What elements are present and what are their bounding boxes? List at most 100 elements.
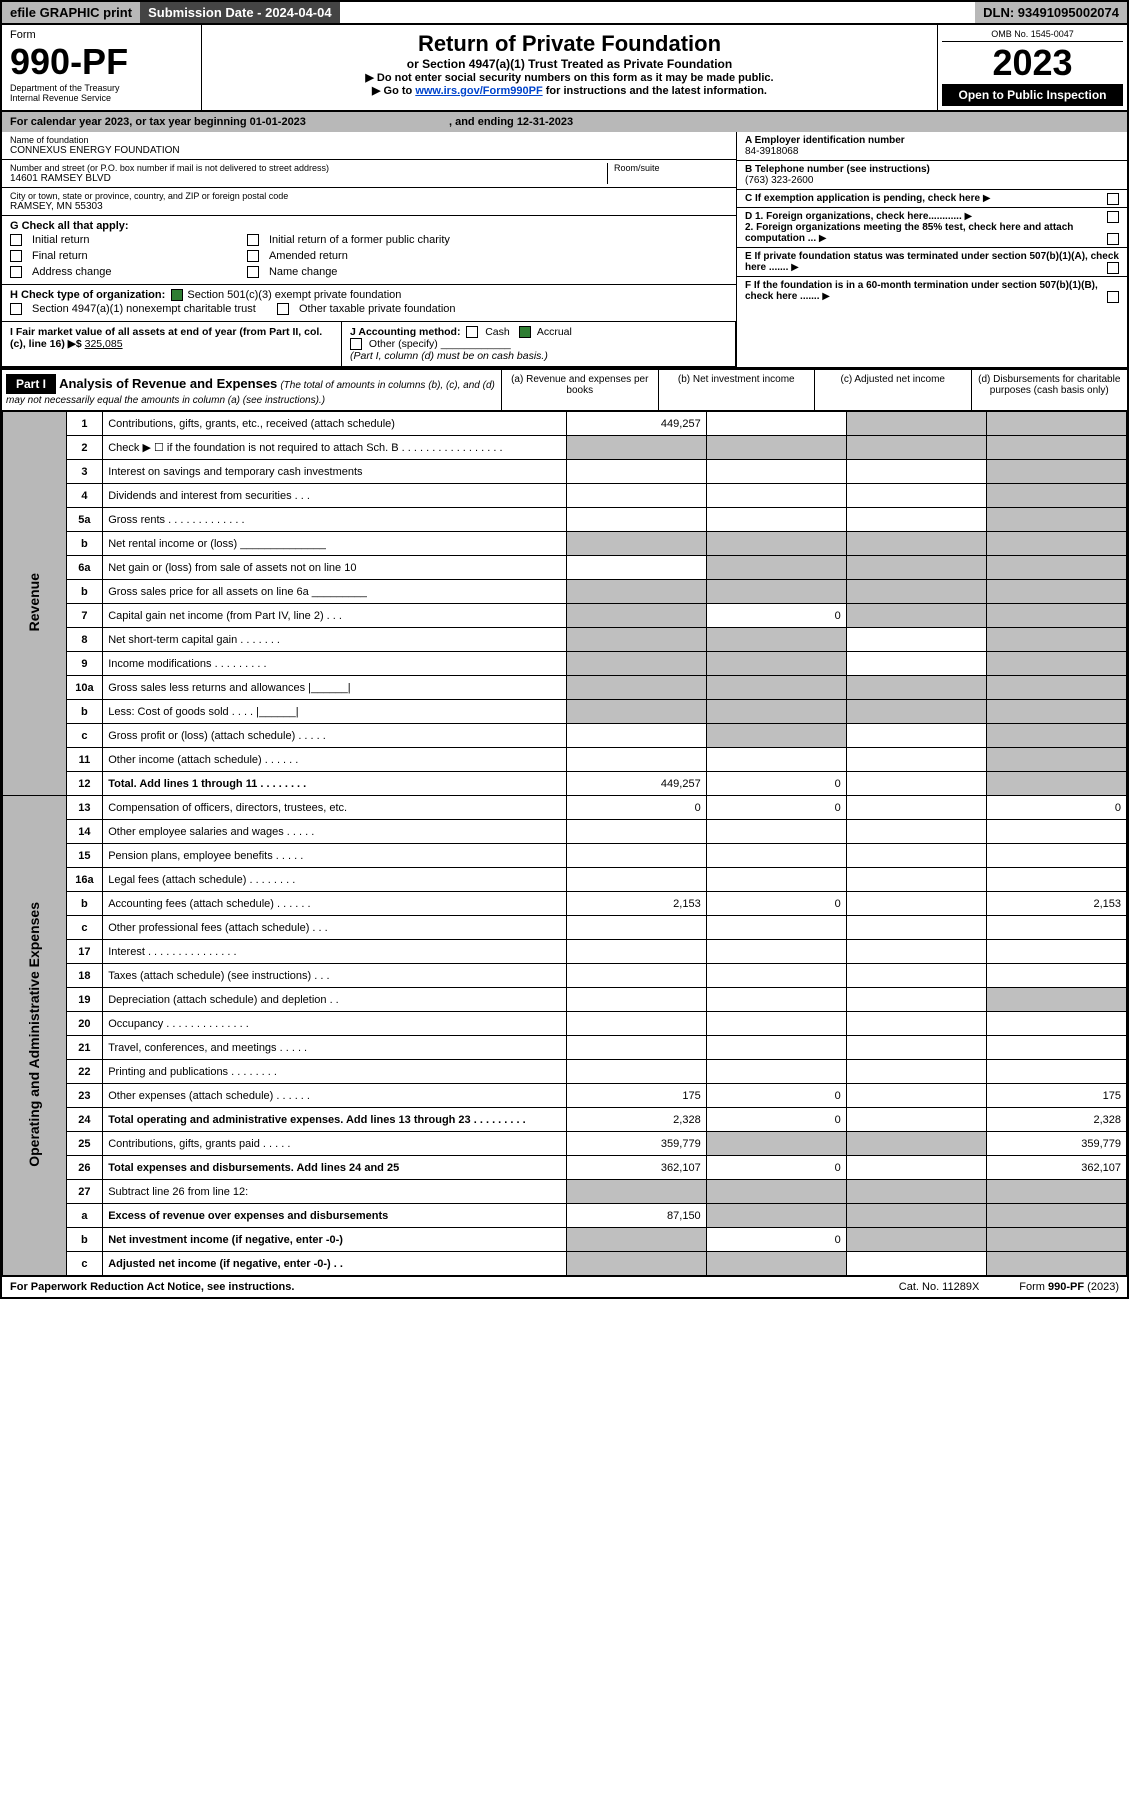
col-b-header: (b) Net investment income	[659, 370, 816, 410]
line-number: 9	[66, 652, 103, 676]
g-amended-checkbox[interactable]	[247, 250, 259, 262]
col-a-header: (a) Revenue and expenses per books	[502, 370, 659, 410]
cell-col-d	[986, 580, 1126, 604]
table-row: 5aGross rents . . . . . . . . . . . . .	[3, 508, 1127, 532]
line-number: 25	[66, 1132, 103, 1156]
room-label: Room/suite	[608, 163, 728, 184]
g-initial-former-checkbox[interactable]	[247, 234, 259, 246]
part1-header: Part I Analysis of Revenue and Expenses …	[2, 368, 1127, 411]
cell-col-b	[706, 652, 846, 676]
cell-col-d	[986, 964, 1126, 988]
cell-col-c	[846, 1204, 986, 1228]
cell-col-b	[706, 1036, 846, 1060]
g-o4: Amended return	[269, 250, 348, 262]
cell-col-a: 362,107	[566, 1156, 706, 1180]
cell-col-d	[986, 652, 1126, 676]
line-number: 12	[66, 772, 103, 796]
line-desc: Other professional fees (attach schedule…	[103, 916, 566, 940]
form-word: Form	[10, 29, 193, 41]
instr2a: ▶ Go to	[372, 85, 415, 97]
e-checkbox[interactable]	[1107, 262, 1119, 274]
street-address: 14601 RAMSEY BLVD	[10, 173, 601, 184]
cell-col-a	[566, 436, 706, 460]
j-cash-checkbox[interactable]	[466, 326, 478, 338]
line-desc: Contributions, gifts, grants paid . . . …	[103, 1132, 566, 1156]
line-desc: Gross sales less returns and allowances …	[103, 676, 566, 700]
form-number: 990-PF	[10, 41, 193, 83]
city-cell: City or town, state or province, country…	[2, 188, 736, 216]
h-501c3-checkbox[interactable]	[171, 289, 183, 301]
j-section: J Accounting method: Cash Accrual Other …	[342, 322, 736, 366]
cell-col-d	[986, 1180, 1126, 1204]
line-number: 27	[66, 1180, 103, 1204]
line-desc: Compensation of officers, directors, tru…	[103, 796, 566, 820]
g-address-checkbox[interactable]	[10, 266, 22, 278]
cell-col-d	[986, 556, 1126, 580]
city-label: City or town, state or province, country…	[10, 191, 728, 201]
cell-col-c	[846, 1156, 986, 1180]
instr-link[interactable]: www.irs.gov/Form990PF	[415, 85, 542, 97]
table-row: 25Contributions, gifts, grants paid . . …	[3, 1132, 1127, 1156]
cell-col-c	[846, 724, 986, 748]
footer-left: For Paperwork Reduction Act Notice, see …	[10, 1281, 294, 1293]
line-desc: Legal fees (attach schedule) . . . . . .…	[103, 868, 566, 892]
cell-col-a: 449,257	[566, 412, 706, 436]
g-o2: Initial return of a former public charit…	[269, 234, 450, 246]
d1-checkbox[interactable]	[1107, 211, 1119, 223]
cell-col-c	[846, 436, 986, 460]
g-name-checkbox[interactable]	[247, 266, 259, 278]
phone-cell: B Telephone number (see instructions) (7…	[737, 161, 1127, 190]
table-row: bGross sales price for all assets on lin…	[3, 580, 1127, 604]
line-number: 16a	[66, 868, 103, 892]
j-accrual-checkbox[interactable]	[519, 326, 531, 338]
cell-col-c	[846, 580, 986, 604]
part1-label-cell: Part I Analysis of Revenue and Expenses …	[2, 370, 502, 410]
cell-col-a	[566, 604, 706, 628]
cell-col-a	[566, 532, 706, 556]
h-4947-checkbox[interactable]	[10, 303, 22, 315]
cell-col-c	[846, 844, 986, 868]
cell-col-d	[986, 508, 1126, 532]
cell-col-b	[706, 484, 846, 508]
cell-col-d	[986, 772, 1126, 796]
cell-col-a	[566, 1012, 706, 1036]
cell-col-c	[846, 1036, 986, 1060]
cell-col-d	[986, 1012, 1126, 1036]
line-desc: Excess of revenue over expenses and disb…	[103, 1204, 566, 1228]
f-checkbox[interactable]	[1107, 291, 1119, 303]
open-inspection: Open to Public Inspection	[942, 84, 1123, 106]
h-other-checkbox[interactable]	[277, 303, 289, 315]
cell-col-d	[986, 844, 1126, 868]
e-text: E If private foundation status was termi…	[745, 251, 1119, 273]
line-desc: Total operating and administrative expen…	[103, 1108, 566, 1132]
table-row: 16aLegal fees (attach schedule) . . . . …	[3, 868, 1127, 892]
cell-col-d	[986, 940, 1126, 964]
line-desc: Check ▶ ☐ if the foundation is not requi…	[103, 436, 566, 460]
j-label: J Accounting method:	[350, 326, 460, 338]
i-value: 325,085	[85, 338, 123, 350]
line-number: c	[66, 1252, 103, 1276]
c-checkbox[interactable]	[1107, 193, 1119, 205]
table-row: aExcess of revenue over expenses and dis…	[3, 1204, 1127, 1228]
j-other-checkbox[interactable]	[350, 338, 362, 350]
cell-col-c	[846, 1132, 986, 1156]
cell-col-b	[706, 1012, 846, 1036]
cell-col-c	[846, 1252, 986, 1276]
g-initial-checkbox[interactable]	[10, 234, 22, 246]
line-number: 7	[66, 604, 103, 628]
footer-mid: Cat. No. 11289X	[899, 1281, 980, 1293]
cell-col-c	[846, 1180, 986, 1204]
cell-col-c	[846, 964, 986, 988]
table-row: 12Total. Add lines 1 through 11 . . . . …	[3, 772, 1127, 796]
cell-col-d	[986, 436, 1126, 460]
c-cell: C If exemption application is pending, c…	[737, 190, 1127, 208]
table-row: 7Capital gain net income (from Part IV, …	[3, 604, 1127, 628]
line-number: b	[66, 700, 103, 724]
cell-col-d	[986, 484, 1126, 508]
cell-col-a	[566, 964, 706, 988]
g-final-checkbox[interactable]	[10, 250, 22, 262]
d2-checkbox[interactable]	[1107, 233, 1119, 245]
cell-col-d	[986, 916, 1126, 940]
cell-col-c	[846, 868, 986, 892]
ein: 84-3918068	[745, 146, 1119, 157]
